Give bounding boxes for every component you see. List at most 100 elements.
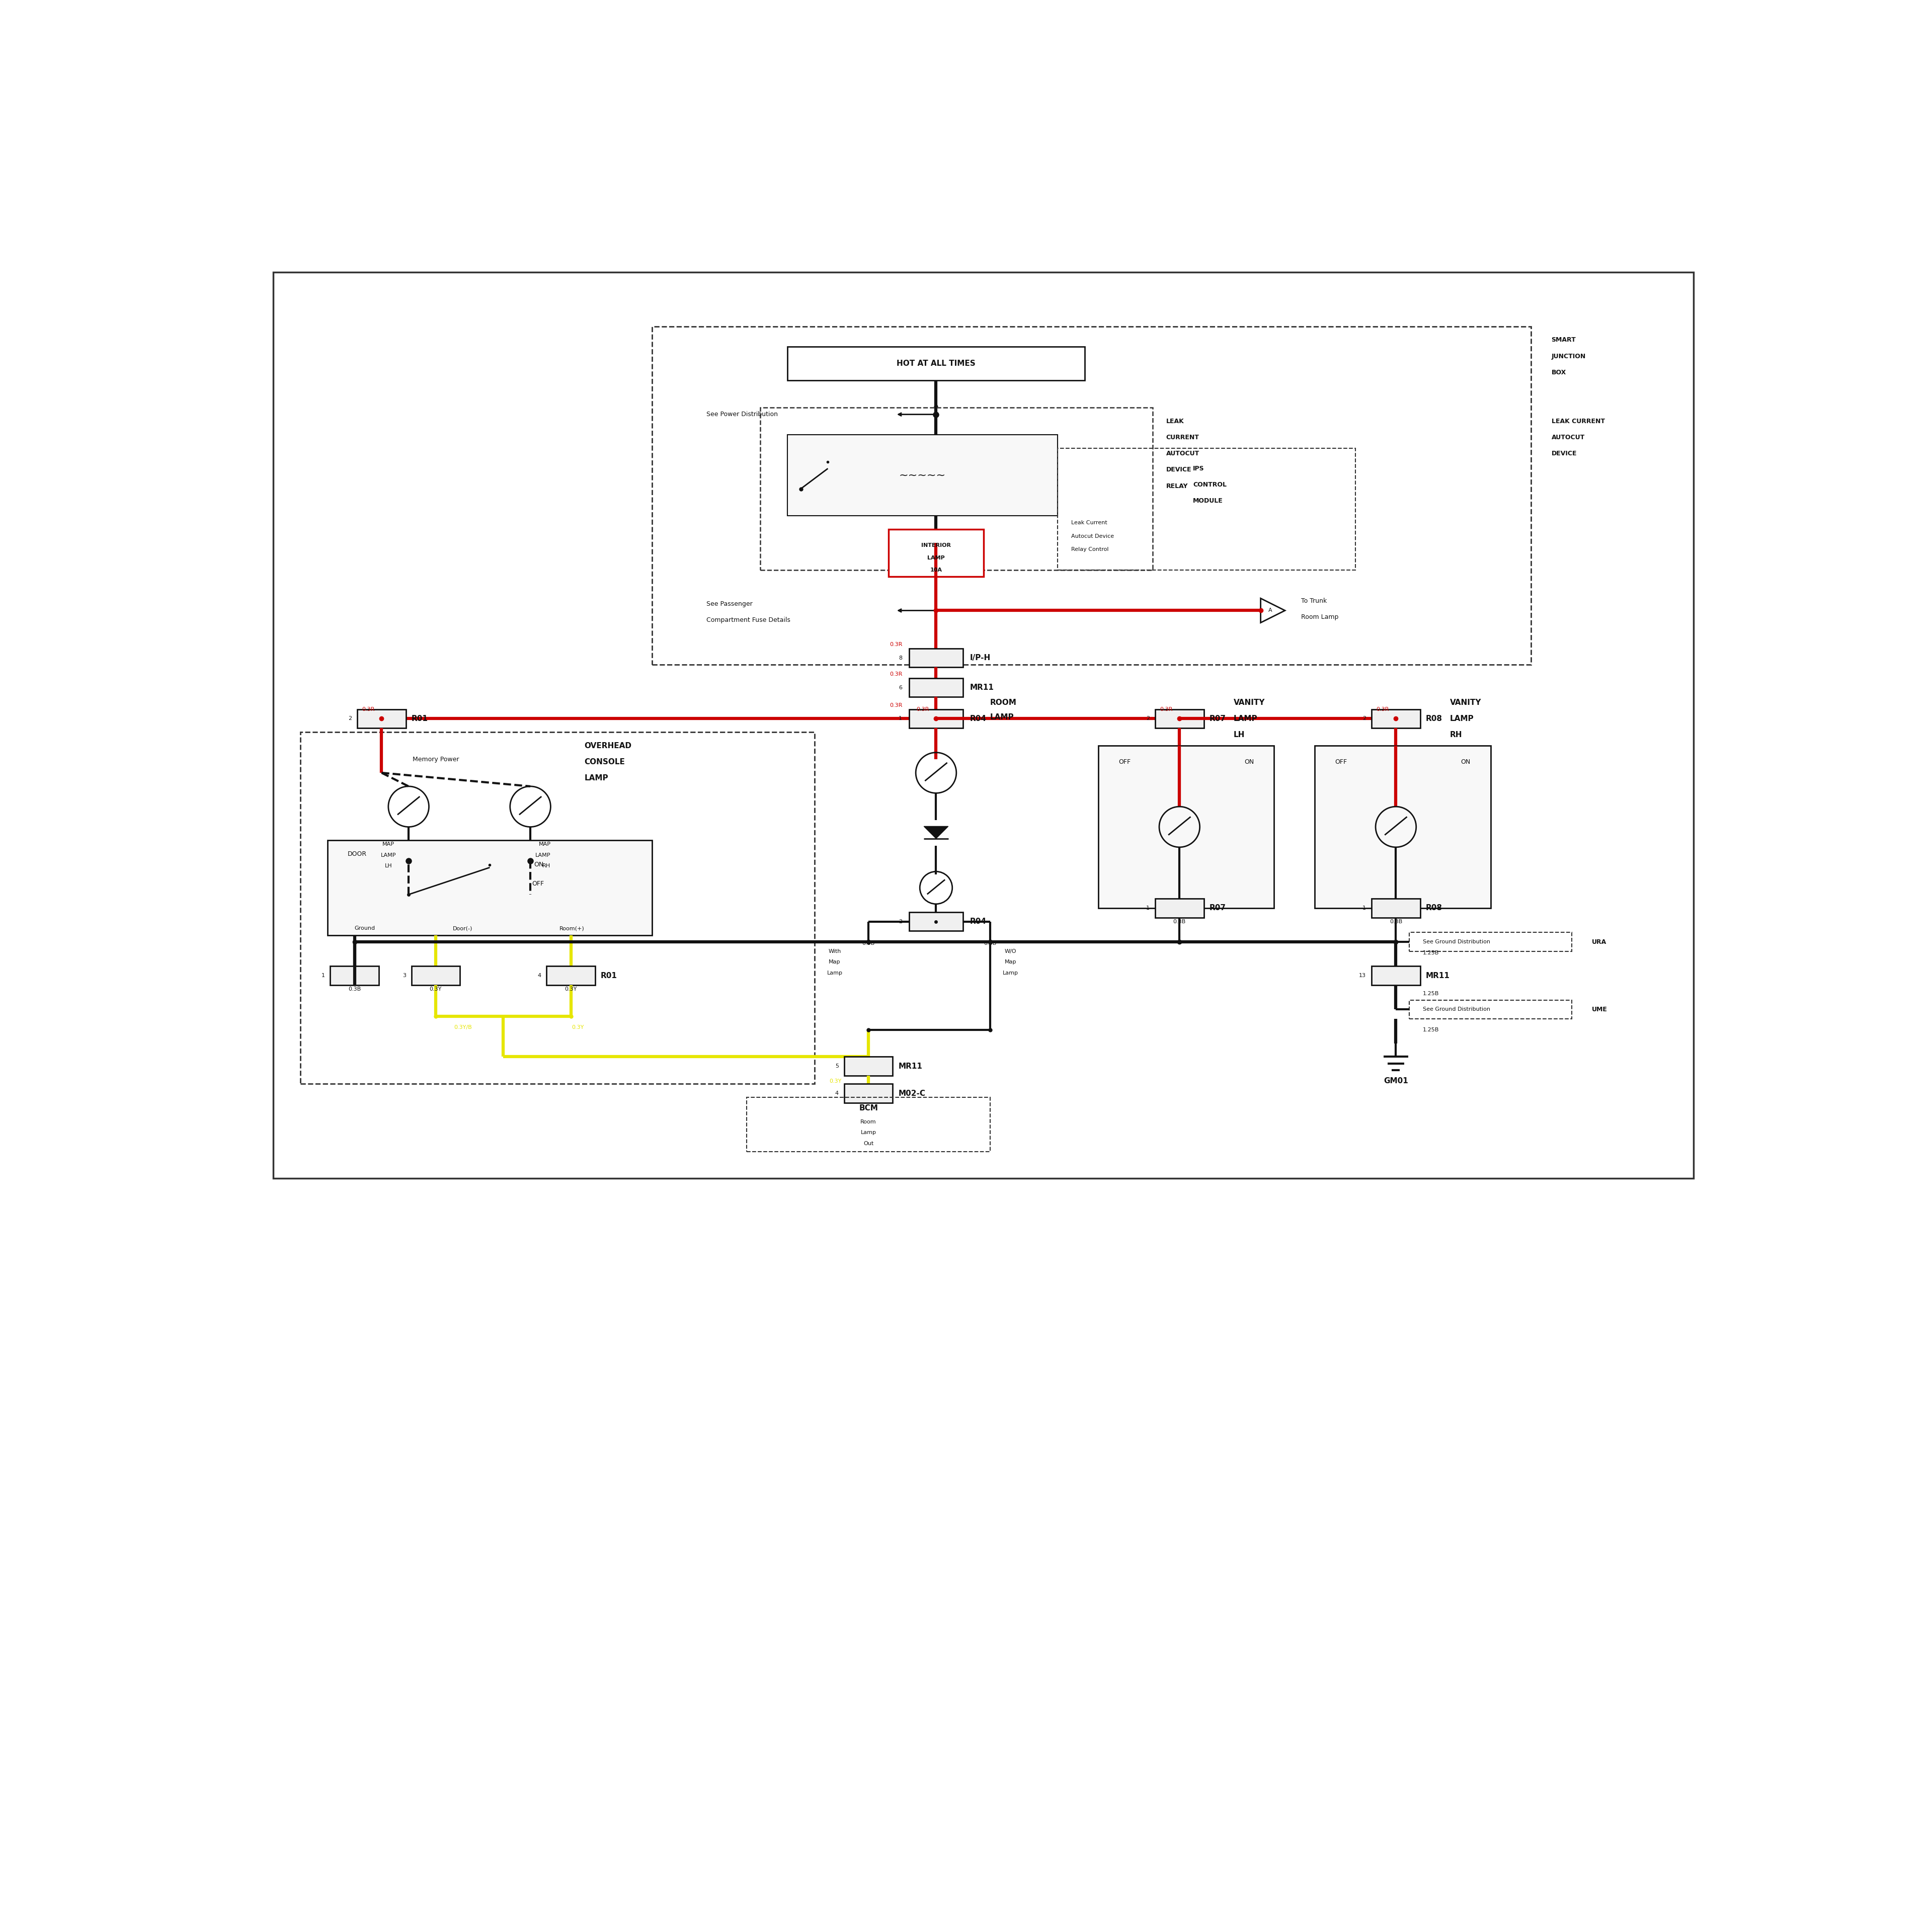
Text: OFF: OFF	[1335, 759, 1347, 765]
Text: With: With	[829, 949, 840, 954]
Text: 0.3B: 0.3B	[862, 941, 875, 947]
Text: Compartment Fuse Details: Compartment Fuse Details	[707, 616, 790, 624]
Text: AUTOCUT: AUTOCUT	[1551, 435, 1584, 440]
Text: R01: R01	[601, 972, 616, 980]
Bar	[908, 649, 962, 667]
Text: R07: R07	[1209, 715, 1225, 723]
Text: 10A: 10A	[929, 568, 943, 572]
Text: GM01: GM01	[1383, 1078, 1408, 1086]
Text: Lamp: Lamp	[827, 970, 842, 976]
Text: R04: R04	[970, 715, 987, 723]
Text: 1: 1	[1362, 906, 1366, 910]
Text: 1.25B: 1.25B	[1422, 991, 1439, 997]
Text: VANITY: VANITY	[1449, 699, 1482, 707]
Text: R01: R01	[412, 715, 427, 723]
Bar	[908, 709, 962, 728]
Bar	[746, 1097, 989, 1151]
Text: IPS: IPS	[1192, 466, 1204, 471]
Bar	[844, 1084, 893, 1103]
Text: 2: 2	[1362, 717, 1366, 721]
Text: OFF: OFF	[1119, 759, 1130, 765]
Text: HOT AT ALL TIMES: HOT AT ALL TIMES	[896, 359, 976, 367]
Text: 0.3R: 0.3R	[1376, 707, 1389, 713]
Text: Autocut Device: Autocut Device	[1070, 533, 1115, 539]
Text: I/P-H: I/P-H	[970, 655, 991, 661]
Text: 2: 2	[898, 920, 902, 923]
Text: DEVICE: DEVICE	[1551, 450, 1577, 456]
Text: DEVICE: DEVICE	[1165, 468, 1192, 473]
Text: 2: 2	[1146, 717, 1150, 721]
Text: OVERHEAD: OVERHEAD	[583, 742, 632, 750]
Text: LAMP: LAMP	[583, 775, 609, 782]
Text: LAMP: LAMP	[927, 554, 945, 560]
Text: A: A	[1267, 609, 1271, 612]
Text: UME: UME	[1592, 1007, 1607, 1012]
Text: MR11: MR11	[970, 684, 993, 692]
Bar	[327, 840, 653, 935]
Text: LH: LH	[384, 864, 392, 869]
Polygon shape	[1260, 599, 1285, 622]
Text: M02-C: M02-C	[898, 1090, 925, 1097]
Bar	[1314, 746, 1490, 908]
Text: See Power Distribution: See Power Distribution	[707, 412, 777, 417]
Text: 0.3B: 0.3B	[348, 987, 361, 991]
Text: R08: R08	[1426, 904, 1441, 912]
Text: 13: 13	[1358, 974, 1366, 978]
Text: R08: R08	[1426, 715, 1441, 723]
Text: Ground: Ground	[355, 925, 375, 931]
Bar	[889, 529, 983, 578]
Text: ON: ON	[1461, 759, 1470, 765]
Text: MODULE: MODULE	[1192, 498, 1223, 504]
Text: 0.3R: 0.3R	[889, 672, 902, 676]
Text: OFF: OFF	[531, 881, 545, 887]
Text: Door(-): Door(-)	[452, 925, 473, 931]
Text: 0.3R: 0.3R	[1159, 707, 1173, 713]
Bar	[330, 966, 379, 985]
Text: 0.3Y: 0.3Y	[829, 1078, 840, 1084]
Text: ON: ON	[1244, 759, 1254, 765]
Text: LH: LH	[1233, 730, 1244, 738]
Bar	[759, 408, 1151, 570]
Bar	[1408, 1001, 1571, 1018]
Text: 3: 3	[402, 974, 406, 978]
Text: Lamp: Lamp	[1003, 970, 1018, 976]
Text: Leak Current: Leak Current	[1070, 520, 1107, 526]
Text: Out: Out	[864, 1140, 873, 1146]
Text: ROOM: ROOM	[989, 699, 1016, 707]
Text: AUTOCUT: AUTOCUT	[1165, 450, 1200, 456]
Bar	[547, 966, 595, 985]
Text: Lamp: Lamp	[860, 1130, 877, 1136]
Text: MR11: MR11	[1426, 972, 1449, 980]
Text: SMART: SMART	[1551, 336, 1577, 344]
Bar	[1057, 448, 1354, 570]
Text: See Passenger: See Passenger	[707, 601, 752, 607]
Text: URA: URA	[1592, 939, 1607, 945]
Text: 4: 4	[537, 974, 541, 978]
Bar	[786, 435, 1057, 516]
Text: 1: 1	[898, 717, 902, 721]
Bar	[786, 348, 1086, 381]
Bar	[1408, 933, 1571, 951]
Bar	[301, 732, 815, 1084]
Text: LAMP: LAMP	[535, 852, 551, 858]
Bar	[1155, 898, 1204, 918]
Polygon shape	[923, 827, 949, 838]
Text: DOOR: DOOR	[348, 850, 367, 858]
Text: 0.3Y/B: 0.3Y/B	[454, 1024, 471, 1030]
Text: CURRENT: CURRENT	[1165, 435, 1200, 440]
Text: 1.25B: 1.25B	[1422, 1028, 1439, 1032]
Text: 0.3B: 0.3B	[1173, 920, 1186, 923]
Text: CONTROL: CONTROL	[1192, 481, 1227, 489]
Text: RH: RH	[1449, 730, 1463, 738]
Text: 8: 8	[898, 655, 902, 661]
Text: LAMP: LAMP	[989, 713, 1014, 721]
Bar	[1097, 746, 1273, 908]
Text: LEAK CURRENT: LEAK CURRENT	[1551, 417, 1605, 425]
Text: See Ground Distribution: See Ground Distribution	[1422, 939, 1490, 945]
Text: ~~~~~: ~~~~~	[898, 469, 947, 481]
Bar	[412, 966, 460, 985]
Text: 6: 6	[898, 686, 902, 690]
Bar	[1155, 709, 1204, 728]
Bar	[1372, 709, 1420, 728]
Text: VANITY: VANITY	[1233, 699, 1265, 707]
